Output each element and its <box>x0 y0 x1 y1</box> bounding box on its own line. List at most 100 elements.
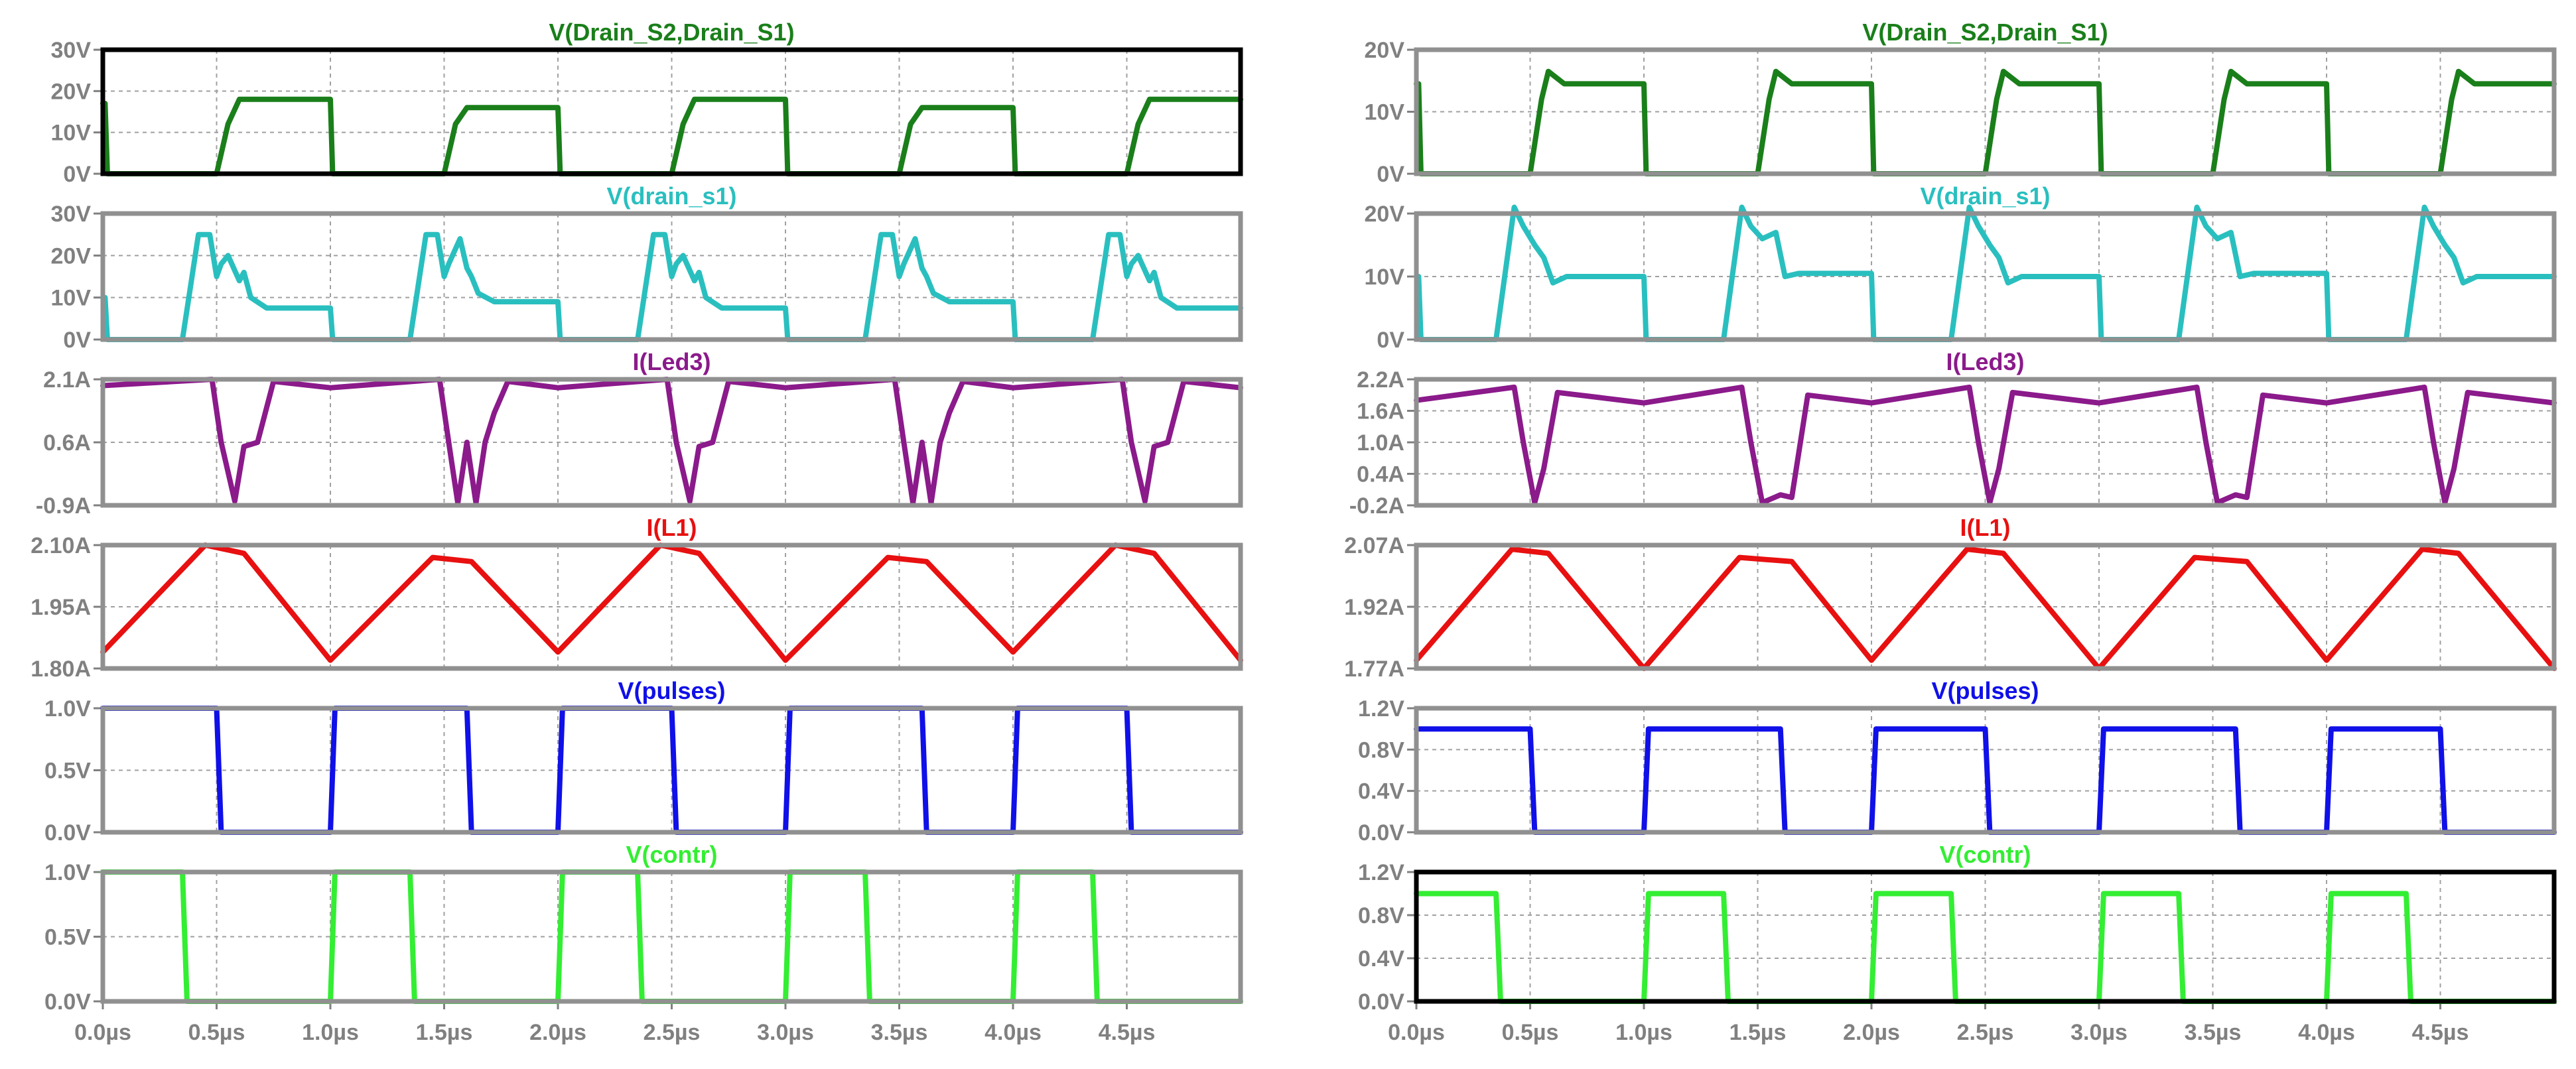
x-tick-label: 0.0µs <box>74 1020 131 1045</box>
x-tick-label: 2.0µs <box>529 1020 586 1045</box>
y-tick-label: 0.4V <box>1358 779 1404 804</box>
y-tick-label: 0.5V <box>44 759 91 784</box>
x-tick-label: 2.5µs <box>644 1020 701 1045</box>
y-tick-label: 0.5V <box>44 925 91 950</box>
panel-frame <box>100 211 1243 342</box>
y-tick-label: 0.6A <box>43 430 91 456</box>
panel-frame <box>100 47 1243 176</box>
x-tick-label: 1.5µs <box>416 1020 473 1045</box>
chart-panel: 1.80A 1.95A 2.10A I(L1) <box>31 514 1243 682</box>
x-tick-label: 1.0µs <box>302 1020 359 1045</box>
panel-frame <box>100 542 1243 671</box>
panel-title: V(Drain_S2,Drain_S1) <box>549 19 794 46</box>
y-tick-label: 1.95A <box>31 595 91 620</box>
panel-title: V(drain_s1) <box>1920 182 2050 210</box>
y-tick-label: 0.4A <box>1357 462 1404 487</box>
waveform-trace <box>100 869 1243 1004</box>
panel-frame <box>100 869 1243 1004</box>
waveform-trace <box>1414 546 2557 671</box>
panel-frame <box>1414 211 2557 342</box>
y-tick-label: 2.2A <box>1357 367 1404 393</box>
y-tick-label: 1.80A <box>31 657 91 682</box>
y-tick-label: 1.6A <box>1357 399 1404 424</box>
y-tick-label: 0.8V <box>1358 903 1404 928</box>
waveform-trace <box>1414 891 2557 1004</box>
chart-panel: 0V 10V 20V 30V V(Drain_S2,Drain_S1) <box>51 19 1243 187</box>
panel-title: V(contr) <box>1940 841 2031 868</box>
y-tick-label: 10V <box>1365 265 1405 290</box>
x-tick-label: 4.0µs <box>984 1020 1042 1045</box>
panel-frame <box>100 377 1243 508</box>
y-tick-label: 20V <box>51 243 92 269</box>
x-tick-label: 3.0µs <box>757 1020 814 1045</box>
panel-title: V(pulses) <box>1931 677 2039 704</box>
y-tick-label: 0V <box>1377 162 1404 187</box>
chart-panel: 0.0V 0.5V 1.0V 0.0µs 0.5µs 1.0µs 1.5µs 2.0µs 2.5… <box>44 841 1243 1045</box>
x-tick-label: 0.0µs <box>1388 1020 1445 1045</box>
chart-panel: 0.0V 0.4V 0.8V 1.2V V(pulses) <box>1358 677 2557 846</box>
panel-title: I(L1) <box>1960 514 2011 541</box>
y-tick-label: 10V <box>51 286 92 311</box>
panel-title: V(drain_s1) <box>606 182 736 210</box>
y-tick-label: 30V <box>51 38 92 63</box>
y-tick-label: 1.0V <box>44 696 91 722</box>
chart-panel: 0.0V 0.5V 1.0V V(pulses) <box>44 677 1243 846</box>
y-tick-label: 0.0V <box>44 820 91 846</box>
waveform-trace <box>100 706 1243 835</box>
y-tick-label: 2.10A <box>31 533 91 558</box>
y-tick-label: 1.2V <box>1358 696 1404 722</box>
y-tick-label: 20V <box>1365 202 1405 227</box>
waveform-trace <box>100 377 1243 506</box>
y-tick-label: 10V <box>1365 100 1405 125</box>
waveform-trace <box>100 542 1243 663</box>
y-tick-label: 0.0V <box>44 989 91 1015</box>
x-tick-label: 0.5µs <box>188 1020 245 1045</box>
chart-panel: 0V 10V 20V V(Drain_S2,Drain_S1) <box>1365 19 2557 187</box>
y-tick-label: 1.92A <box>1344 595 1404 620</box>
y-tick-label: 10V <box>51 121 92 146</box>
y-tick-label: 0.0V <box>1358 989 1404 1015</box>
x-tick-label: 4.5µs <box>2412 1020 2469 1045</box>
y-tick-label: 20V <box>1365 38 1405 63</box>
panel-title: V(Drain_S2,Drain_S1) <box>1862 19 2108 46</box>
y-tick-label: 1.2V <box>1358 860 1404 885</box>
waveform-trace <box>100 96 1243 176</box>
y-tick-label: 30V <box>51 202 92 227</box>
chart-panel: 0V 10V 20V 30V V(drain_s1) <box>51 182 1243 353</box>
y-tick-label: 1.0A <box>1357 430 1404 456</box>
waveform-trace <box>1414 726 2557 835</box>
y-tick-label: 0V <box>1377 328 1404 353</box>
y-tick-label: 20V <box>51 79 92 104</box>
y-tick-label: 1.77A <box>1344 657 1404 682</box>
y-tick-label: -0.9A <box>36 493 91 519</box>
y-tick-label: 0.4V <box>1358 946 1404 972</box>
x-tick-label: 1.5µs <box>1729 1020 1787 1045</box>
panel-frame <box>1414 542 2557 671</box>
chart-panel: -0.9A 0.6A 2.1A I(Led3) <box>36 348 1243 519</box>
panel-title: V(contr) <box>626 841 718 868</box>
panel-title: I(L1) <box>647 514 697 541</box>
x-tick-label: 4.0µs <box>2298 1020 2355 1045</box>
x-tick-label: 3.5µs <box>2185 1020 2242 1045</box>
y-tick-label: -0.2A <box>1349 493 1404 519</box>
panel-title: I(Led3) <box>632 348 711 375</box>
y-tick-label: 0.0V <box>1358 820 1404 846</box>
x-tick-label: 2.5µs <box>1957 1020 2014 1045</box>
x-tick-label: 0.5µs <box>1502 1020 1559 1045</box>
x-tick-label: 4.5µs <box>1099 1020 1156 1045</box>
chart-panel: 1.77A 1.92A 2.07A I(L1) <box>1344 514 2557 682</box>
waveform-trace <box>1414 68 2557 176</box>
panel-frame <box>1414 47 2557 176</box>
y-tick-label: 0.8V <box>1358 737 1404 763</box>
x-tick-label: 1.0µs <box>1615 1020 1672 1045</box>
panel-title: V(pulses) <box>618 677 725 704</box>
x-tick-label: 2.0µs <box>1843 1020 1900 1045</box>
panel-frame <box>100 706 1243 835</box>
x-tick-label: 3.5µs <box>871 1020 928 1045</box>
y-tick-label: 0V <box>63 162 91 187</box>
chart-panel: 0.0V 0.4V 0.8V 1.2V 0.0µs 0.5µs 1.0µs 1.5µs 2.0µ… <box>1358 841 2557 1045</box>
y-tick-label: 2.1A <box>43 367 91 393</box>
panel-frame <box>1414 869 2557 1004</box>
y-tick-label: 1.0V <box>44 860 91 885</box>
